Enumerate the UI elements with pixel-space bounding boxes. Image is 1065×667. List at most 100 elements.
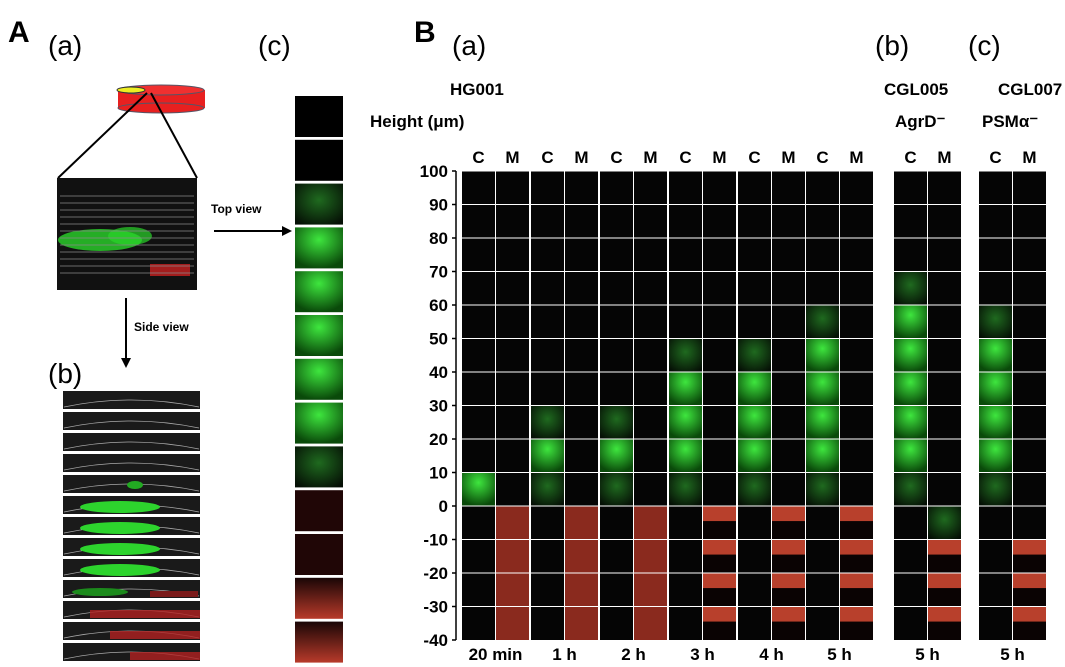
image-cell [894,305,927,339]
image-cell [531,472,564,506]
image-cell [979,171,1012,205]
image-cell [600,405,633,439]
image-cell [840,405,873,439]
red-stripe [1013,539,1046,555]
image-cell [703,472,736,506]
image-cell [894,506,927,540]
top-slice [295,446,343,488]
red-stripe [928,606,961,622]
strain-label: CGL005 [884,80,948,99]
image-cell [496,573,529,607]
image-cell [600,171,633,205]
signal [130,652,200,660]
image-cell [928,405,961,439]
strain-label: HG001 [450,80,504,99]
image-cell [634,338,667,372]
cylinder-icon [116,84,205,114]
image-cell [894,439,927,473]
image-cell [703,338,736,372]
image-cell [772,238,805,272]
image-cell [565,171,598,205]
column-header: C [748,148,760,167]
top-slice [295,271,343,313]
column-header: C [989,148,1001,167]
image-cell [669,271,702,305]
height-tick-label: -20 [423,564,448,583]
image-cell [1013,439,1046,473]
column-header: M [849,148,863,167]
image-cell [894,539,927,573]
image-cell [669,305,702,339]
image-cell [738,372,771,406]
image-cell [979,539,1012,573]
image-cell [496,238,529,272]
image-cell [462,238,495,272]
image-cell [703,305,736,339]
height-tick-label: 30 [429,397,448,416]
image-cell [738,271,771,305]
column-header: C [904,148,916,167]
image-cell [840,171,873,205]
image-cell [531,238,564,272]
image-cell [703,204,736,238]
image-cell [894,573,927,607]
image-cell [496,171,529,205]
view-label: Side view [134,320,189,334]
image-cell [840,238,873,272]
image-cell [462,204,495,238]
image-cell [634,472,667,506]
image-cell [669,204,702,238]
red-stripe [703,539,736,555]
image-cell [1013,338,1046,372]
image-cell [806,573,839,607]
image-cell [565,238,598,272]
image-cell [894,338,927,372]
sub-label: (c) [258,30,291,61]
image-cell [979,204,1012,238]
image-cell [462,338,495,372]
image-cell [669,439,702,473]
image-cell [496,506,529,540]
height-tick-label: 100 [420,162,448,181]
image-cell [600,573,633,607]
image-cell [634,439,667,473]
image-cell [738,439,771,473]
image-cell [565,405,598,439]
column-header: M [781,148,795,167]
image-cell [979,606,1012,640]
time-label: 20 min [469,645,523,664]
image-cell [840,271,873,305]
image-cell [496,539,529,573]
image-cell [462,171,495,205]
image-cell [462,539,495,573]
image-cell [772,204,805,238]
image-cell [1013,372,1046,406]
image-cell [634,238,667,272]
top-slice [295,315,343,356]
image-cell [979,372,1012,406]
signal [80,522,160,534]
column-header: M [505,148,519,167]
image-cell [496,305,529,339]
image-cell [1013,472,1046,506]
signal [72,588,128,596]
image-cell [979,305,1012,339]
image-cell [738,204,771,238]
zoom-line [150,92,198,179]
image-cell [738,238,771,272]
image-cell [703,271,736,305]
image-cell [565,338,598,372]
side-slices [63,391,200,661]
image-cell [928,439,961,473]
image-cell [462,472,495,506]
image-cell [531,271,564,305]
red-stripe [840,573,873,589]
image-cell [928,338,961,372]
slice-outline [63,399,200,408]
image-cell [531,305,564,339]
image-cell [979,506,1012,540]
slice-outline [63,441,200,450]
column-header: M [643,148,657,167]
height-tick-label: 20 [429,430,448,449]
red-stripe [840,539,873,555]
